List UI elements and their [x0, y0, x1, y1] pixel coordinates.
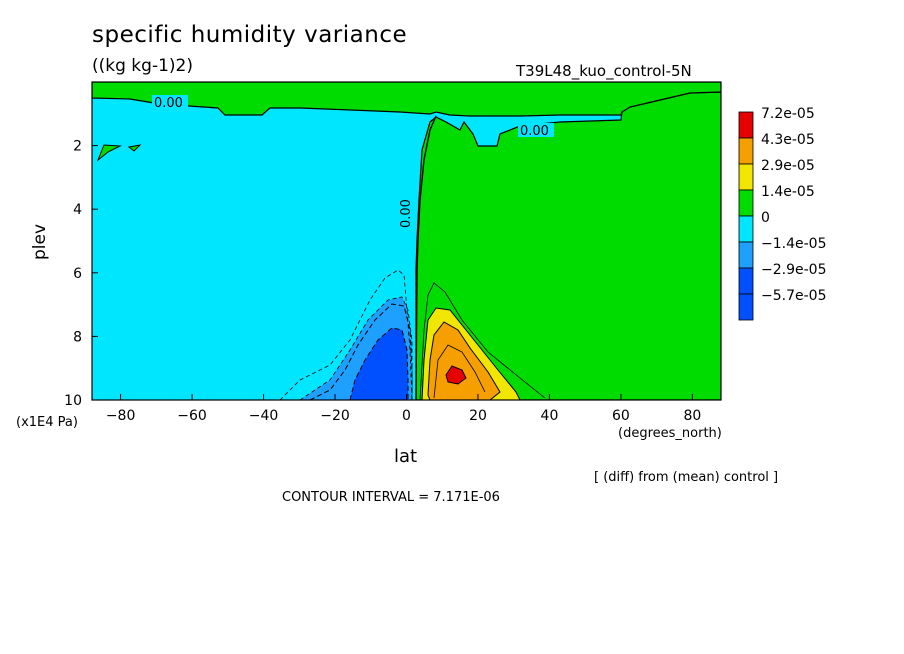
plot-area: [92, 82, 721, 400]
x-tick-label-1: −60: [177, 408, 207, 424]
region-island-a: [96, 144, 122, 162]
legend-swatch-0: [738, 111, 754, 139]
contour-interval: CONTOUR INTERVAL = 7.171E-06: [282, 490, 500, 505]
x-tick-label-2: −40: [249, 408, 279, 424]
x-tick-label-7: 60: [612, 408, 630, 424]
region-negative-3: [349, 327, 409, 400]
contour-labels: 0.00 0.00 0.00: [152, 95, 554, 228]
x-ticks: −80 −60 −40 −20 0 20 40 60 80: [106, 394, 701, 424]
run-label: T39L48_kuo_control-5N: [516, 62, 692, 80]
x-tick-label-5: 20: [469, 408, 487, 424]
x-axis-label: lat: [394, 446, 418, 467]
y-tick-label-3: 8: [73, 329, 82, 345]
y-tick-label-0: 2: [73, 139, 82, 155]
legend-label-3: 1.4e-05: [761, 184, 815, 200]
contour-dashed-outer: [279, 269, 413, 400]
contour-label-1: 0.00: [154, 96, 183, 111]
contour-label-3: 0.00: [399, 199, 414, 228]
contour-positive-inner: [433, 344, 486, 399]
x-tick-label-4: 0: [402, 408, 411, 424]
region-positive-2: [427, 321, 501, 400]
legend-swatch-3: [738, 189, 754, 217]
legend-label-5: −1.4e-05: [761, 236, 826, 252]
legend-swatch-1: [738, 137, 754, 165]
y-tick-label-4: 10: [64, 393, 82, 409]
diff-note: [ (diff) from (mean) control ]: [594, 470, 779, 485]
y-ticks: 2 4 6 8 10: [64, 139, 98, 409]
legend-swatch-5: [738, 241, 754, 269]
legend-label-1: 4.3e-05: [761, 132, 815, 148]
legend: 7.2e-05 4.3e-05 2.9e-05 1.4e-05 0 −1.4e-05 −2.…: [738, 106, 826, 321]
y-tick-label-1: 4: [73, 202, 82, 218]
legend-label-0: 7.2e-05: [761, 106, 815, 122]
legend-swatch-2: [738, 163, 754, 191]
y-tick-label-2: 6: [73, 266, 82, 282]
contour-positive-outer: [419, 282, 546, 400]
x-tick-label-8: 80: [683, 408, 701, 424]
chart-title: specific humidity variance: [92, 22, 408, 48]
contour-label-2: 0.00: [520, 124, 549, 139]
region-positive-core: [445, 365, 467, 385]
x-tick-label-0: −80: [106, 408, 136, 424]
legend-label-6: −2.9e-05: [761, 262, 826, 278]
legend-swatch-7: [738, 293, 754, 321]
legend-swatch-4: [738, 215, 754, 243]
chart-units: ((kg kg-1)2): [92, 56, 193, 76]
x-axis-units: (degrees_north): [618, 426, 722, 441]
region-top-band: [92, 82, 721, 117]
legend-label-2: 2.9e-05: [761, 158, 815, 174]
legend-label-7: −5.7e-05: [761, 288, 826, 304]
legend-label-4: 0: [761, 210, 770, 226]
x-tick-label-6: 40: [541, 408, 559, 424]
y-axis-units: (x1E4 Pa): [16, 415, 78, 430]
legend-swatch-6: [738, 267, 754, 295]
contour-zero-equator: [415, 115, 437, 400]
x-tick-label-3: −20: [320, 408, 350, 424]
region-island-b: [127, 144, 142, 152]
